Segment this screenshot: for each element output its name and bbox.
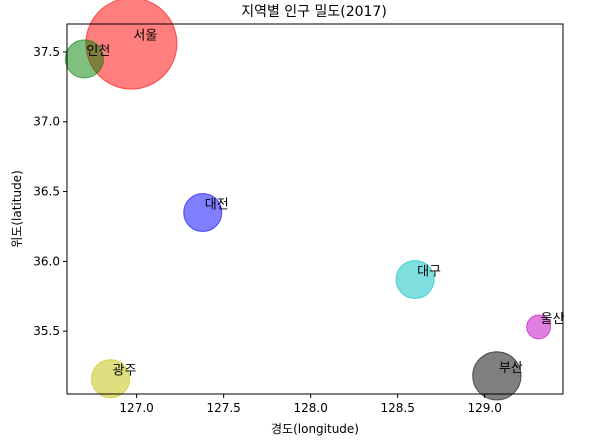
y-tick-label-4: 37.5 [33,45,60,59]
y-axis-label: 위도(latitude) [10,170,24,247]
point-label-4: 울산 [541,312,565,327]
chart-title: 지역별 인구 밀도(2017) [241,4,387,20]
point-label-0: 서울 [133,29,157,44]
bubble-3 [395,259,435,300]
y-tick-label-2: 36.5 [33,185,60,199]
x-tick-label-2: 128.0 [293,401,327,415]
bubble-layer [64,0,552,401]
x-tick-label-3: 128.5 [380,401,414,415]
y-axis: 35.5 36.0 36.5 37.0 37.5 [33,45,67,338]
y-tick-label-1: 36.0 [33,254,60,268]
bubble-5 [472,351,522,401]
x-tick-label-4: 129.0 [468,401,502,415]
x-tick-label-1: 127.5 [206,401,240,415]
bubble-2 [183,192,223,233]
x-axis-label: 경도(longitude) [271,422,359,436]
point-label-1: 인천 [86,44,110,59]
x-tick-label-0: 127.0 [119,401,153,415]
point-label-2: 대전 [205,197,229,212]
bubble-4 [526,314,552,340]
x-axis: 127.0 127.5 128.0 128.5 129.0 [119,394,502,415]
bubble-1 [64,39,104,79]
point-label-5: 부산 [499,361,523,376]
plot-area-frame [66,23,564,395]
point-label-3: 대구 [417,265,441,280]
point-label-6: 광주 [113,364,137,379]
y-tick-label-3: 37.0 [33,115,60,129]
y-tick-label-0: 35.5 [33,324,60,338]
bubble-6 [90,359,131,399]
